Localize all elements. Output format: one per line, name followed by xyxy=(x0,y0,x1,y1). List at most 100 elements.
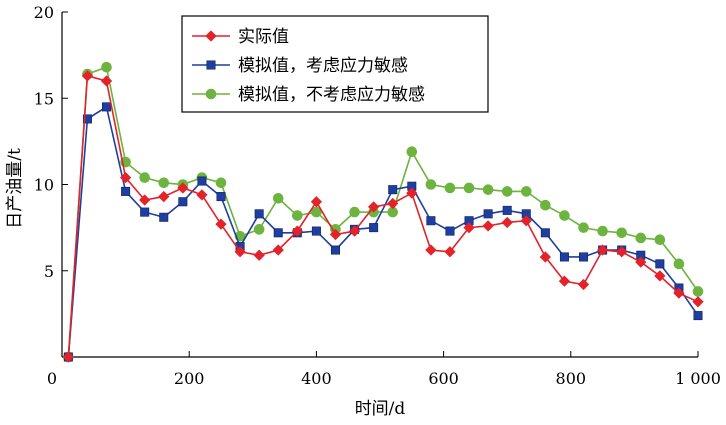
data-point xyxy=(177,182,189,194)
data-point xyxy=(520,186,532,197)
data-point xyxy=(196,189,208,201)
x-tick-label: 400 xyxy=(301,369,332,388)
data-point xyxy=(520,215,532,227)
data-point xyxy=(501,186,513,197)
data-point xyxy=(102,102,112,112)
data-point xyxy=(692,286,704,297)
legend-swatch-marker xyxy=(205,30,217,42)
data-point xyxy=(425,244,437,256)
data-point xyxy=(655,259,665,269)
data-point xyxy=(348,225,361,237)
data-point xyxy=(540,228,550,238)
x-tick-label: 600 xyxy=(428,369,459,388)
data-point xyxy=(100,75,113,87)
x-tick-label: 1 000 xyxy=(675,369,721,388)
legend-item-2: 模拟值，考虑应力敏感 xyxy=(192,56,408,76)
series-line xyxy=(67,66,699,358)
data-point xyxy=(158,190,170,203)
series-1 xyxy=(62,70,704,363)
data-point xyxy=(654,234,666,245)
data-point xyxy=(463,222,475,234)
legend-item-1: 实际值 xyxy=(192,27,289,47)
legend-label: 模拟值，不考虑应力敏感 xyxy=(238,85,425,105)
data-point xyxy=(329,228,342,241)
data-point xyxy=(502,205,512,215)
data-point xyxy=(253,224,265,235)
data-point xyxy=(654,270,666,282)
legend-item-3: 模拟值，不考虑应力敏感 xyxy=(192,85,425,105)
data-point xyxy=(482,220,494,232)
data-point xyxy=(368,201,380,213)
data-point xyxy=(406,146,418,158)
data-point xyxy=(292,210,303,221)
data-point xyxy=(139,172,150,183)
data-point xyxy=(445,226,455,236)
data-point xyxy=(291,225,303,237)
x-axis-title: 时间/d xyxy=(355,399,406,419)
data-point xyxy=(215,218,227,230)
series-lines xyxy=(62,61,704,363)
legend-swatch-marker xyxy=(205,88,217,100)
data-point xyxy=(559,252,569,262)
data-point xyxy=(577,278,590,291)
data-point xyxy=(444,182,456,194)
data-point xyxy=(272,193,284,204)
y-tick-label: 5 xyxy=(44,262,54,281)
data-point xyxy=(426,216,436,226)
data-point xyxy=(81,70,94,82)
data-point xyxy=(501,216,513,229)
data-point xyxy=(253,249,265,261)
y-tick-label: 20 xyxy=(34,3,54,22)
data-point xyxy=(178,197,188,207)
data-point xyxy=(444,246,456,258)
data-point xyxy=(62,351,74,363)
data-point xyxy=(215,177,227,189)
data-point xyxy=(140,207,150,217)
data-point xyxy=(596,244,609,256)
data-point xyxy=(121,186,131,196)
legend-label: 实际值 xyxy=(238,27,289,47)
data-point xyxy=(579,252,589,262)
data-point xyxy=(387,197,399,210)
data-point xyxy=(597,225,608,237)
y-tick-label: 15 xyxy=(34,89,54,108)
data-point xyxy=(692,296,704,308)
data-point xyxy=(425,179,437,190)
data-point xyxy=(635,232,647,244)
data-point xyxy=(234,246,246,258)
x-tick-label: 800 xyxy=(556,369,587,388)
data-point xyxy=(273,228,283,238)
series-line xyxy=(67,74,699,358)
legend-swatch-marker xyxy=(206,60,216,70)
data-point xyxy=(693,311,703,321)
data-point xyxy=(159,212,169,222)
data-point xyxy=(119,171,132,184)
legend-box xyxy=(181,15,489,113)
x-tick-label: 0 xyxy=(47,369,57,388)
data-point xyxy=(482,184,494,195)
data-point xyxy=(463,182,475,194)
data-point xyxy=(483,209,493,219)
data-point xyxy=(158,177,170,189)
data-point xyxy=(635,256,647,268)
data-point xyxy=(101,61,112,73)
y-axis-title: 日产油量/t xyxy=(5,148,25,229)
data-point xyxy=(254,209,264,219)
data-point xyxy=(406,187,418,199)
data-point xyxy=(310,196,323,208)
series-line xyxy=(67,105,699,358)
legend-label: 模拟值，考虑应力敏感 xyxy=(238,56,408,76)
y-tick-label: 10 xyxy=(34,176,54,195)
data-point xyxy=(388,185,398,195)
data-point xyxy=(216,192,226,202)
data-point xyxy=(311,226,321,236)
data-point xyxy=(616,246,628,258)
data-point xyxy=(330,245,340,255)
data-point xyxy=(673,287,685,299)
data-point xyxy=(197,176,207,186)
data-point xyxy=(139,194,151,206)
data-point xyxy=(539,251,551,263)
